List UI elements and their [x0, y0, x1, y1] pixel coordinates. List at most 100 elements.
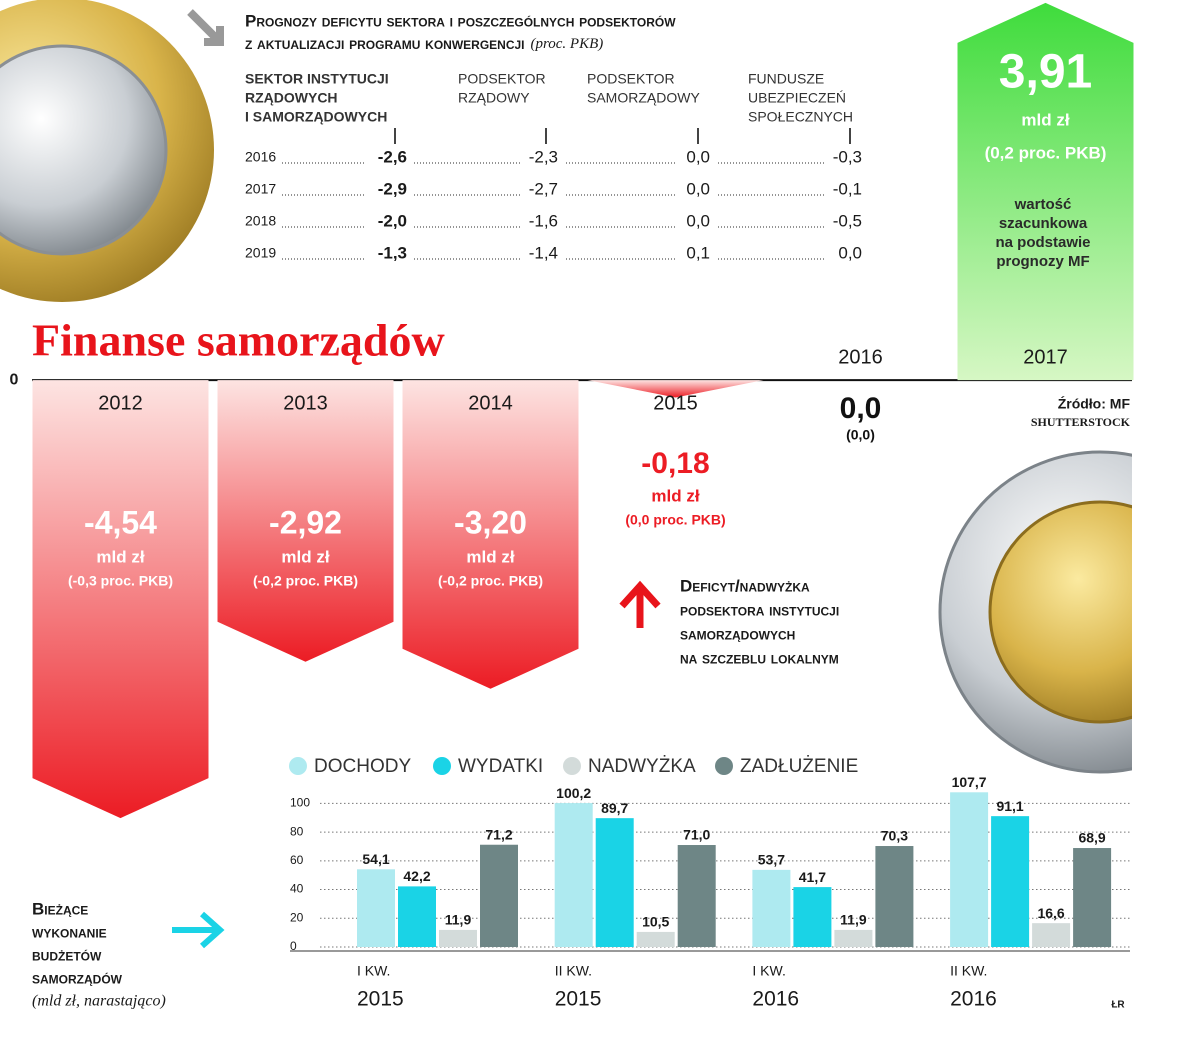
- row-year: 2017: [245, 181, 276, 197]
- bar: [636, 931, 675, 947]
- column-header: FUNDUSZE: [748, 71, 824, 87]
- table-cell: 0,0: [686, 211, 710, 230]
- category-label: 2017: [1023, 346, 1068, 368]
- annotation: Bieżące: [32, 899, 88, 918]
- annotation-unit: (mld zł, narastająco): [32, 993, 166, 1010]
- bar: [834, 929, 873, 947]
- x-tick-year: 2016: [752, 988, 799, 1011]
- bar: [752, 869, 791, 947]
- column-header: RZĄDOWYCH: [245, 90, 338, 106]
- unit-label: mld zł: [1021, 110, 1069, 129]
- category-label: 2016: [838, 346, 883, 368]
- value-label: 71,0: [683, 827, 710, 843]
- bar: [439, 929, 477, 947]
- annotation: Deficyt/nadwyżka: [680, 576, 810, 595]
- pkb-label: (0,2 proc. PKB): [985, 143, 1107, 162]
- coin-left: [0, 0, 214, 302]
- deficit-arrow: [217, 380, 394, 662]
- annotation-arrow: [619, 580, 661, 628]
- value-label: 89,7: [601, 800, 628, 816]
- x-tick-label: II KW.: [950, 963, 987, 979]
- column-header: I SAMORZĄDOWYCH: [245, 109, 387, 125]
- column-header: PODSEKTOR: [587, 71, 675, 87]
- annotation: samorządowych: [680, 624, 795, 643]
- coin-right: [938, 450, 1132, 774]
- legend-label: ZADŁUŻENIE: [740, 756, 858, 777]
- legend-marker: [289, 757, 307, 775]
- table-cell: -2,9: [378, 179, 407, 198]
- legend-label: DOCHODY: [314, 756, 411, 777]
- pkb-label: (-0,3 proc. PKB): [68, 573, 173, 589]
- column-header: SEKTOR INSTYTUCJI: [245, 71, 389, 87]
- table-cell: 0,0: [686, 147, 710, 166]
- legend-label: WYDATKI: [458, 756, 543, 777]
- value-label: 11,9: [445, 912, 472, 928]
- annotation-arrow: [172, 911, 225, 949]
- bar: [1073, 848, 1112, 947]
- table-cell: 0,0: [686, 179, 710, 198]
- table-cell: -1,3: [378, 243, 407, 262]
- value-label: 16,6: [1037, 905, 1064, 921]
- credit: ŁR: [1111, 1000, 1125, 1011]
- table-cell: -2,6: [378, 147, 407, 166]
- value-label: 54,1: [362, 851, 389, 867]
- legend-marker: [563, 757, 581, 775]
- table-cell: -2,0: [378, 211, 407, 230]
- x-tick-label: I KW.: [752, 963, 785, 979]
- note: na podstawie: [995, 234, 1090, 251]
- unit-label: mld zł: [96, 547, 144, 566]
- x-tick-label: I KW.: [357, 963, 390, 979]
- value-label: 41,7: [799, 869, 826, 885]
- pkb-label: (0,0 proc. PKB): [625, 512, 725, 528]
- value-label: 107,7: [952, 774, 987, 790]
- unit-label: mld zł: [466, 547, 514, 566]
- y-tick-label: 80: [290, 824, 304, 838]
- annotation: podsektora instytucji: [680, 600, 839, 619]
- table-cell: 0,1: [686, 243, 710, 262]
- annotation: wykonanie: [32, 922, 107, 941]
- column-header: SAMORZĄDOWY: [587, 90, 700, 106]
- bar: [554, 803, 593, 947]
- table-title: z aktualizacji programu konwergencji (pro…: [245, 34, 603, 53]
- value-label: 11,9: [840, 912, 867, 928]
- unit-label: mld zł: [651, 486, 699, 505]
- bar: [677, 845, 716, 947]
- value-label: 70,3: [881, 828, 908, 844]
- arrow-icon: [187, 9, 224, 46]
- value-label: 0,0: [840, 392, 882, 425]
- source: Źródło: MF: [1058, 396, 1131, 412]
- column-header: RZĄDOWY: [458, 90, 530, 106]
- value-label: 10,5: [642, 914, 669, 930]
- value-label: 42,2: [403, 868, 430, 884]
- table-cell: -0,1: [833, 179, 862, 198]
- note: prognozy MF: [996, 253, 1089, 270]
- row-year: 2018: [245, 213, 276, 229]
- y-tick-label: 60: [290, 853, 304, 867]
- deficit-arrow: [402, 380, 579, 689]
- table-cell: 0,0: [838, 243, 862, 262]
- deficit-arrow: [32, 380, 209, 819]
- pkb-label: (-0,2 proc. PKB): [253, 573, 358, 589]
- column-header: SPOŁECZNYCH: [748, 109, 853, 125]
- y-tick-label: 0: [10, 371, 19, 388]
- legend-marker: [715, 757, 733, 775]
- bar: [1032, 923, 1071, 947]
- x-tick-year: 2015: [555, 988, 602, 1011]
- y-tick-label: 0: [290, 939, 297, 953]
- column-header: UBEZPIECZEŃ: [748, 90, 846, 106]
- table-unit: (proc. PKB): [531, 36, 604, 52]
- row-year: 2016: [245, 149, 276, 165]
- value-label: -2,92: [269, 504, 342, 540]
- table-cell: -1,4: [529, 243, 558, 262]
- pkb-label: (-0,2 proc. PKB): [438, 573, 543, 589]
- category-label: 2015: [653, 392, 698, 414]
- x-tick-year: 2015: [357, 988, 404, 1011]
- x-tick-label: II KW.: [555, 963, 592, 979]
- table-cell: -0,3: [833, 147, 862, 166]
- note: szacunkowa: [999, 215, 1088, 232]
- value-label: 53,7: [758, 852, 785, 868]
- table-title-line: z aktualizacji programu konwergencji: [245, 34, 525, 53]
- legend-marker: [433, 757, 451, 775]
- y-tick-label: 40: [290, 882, 304, 896]
